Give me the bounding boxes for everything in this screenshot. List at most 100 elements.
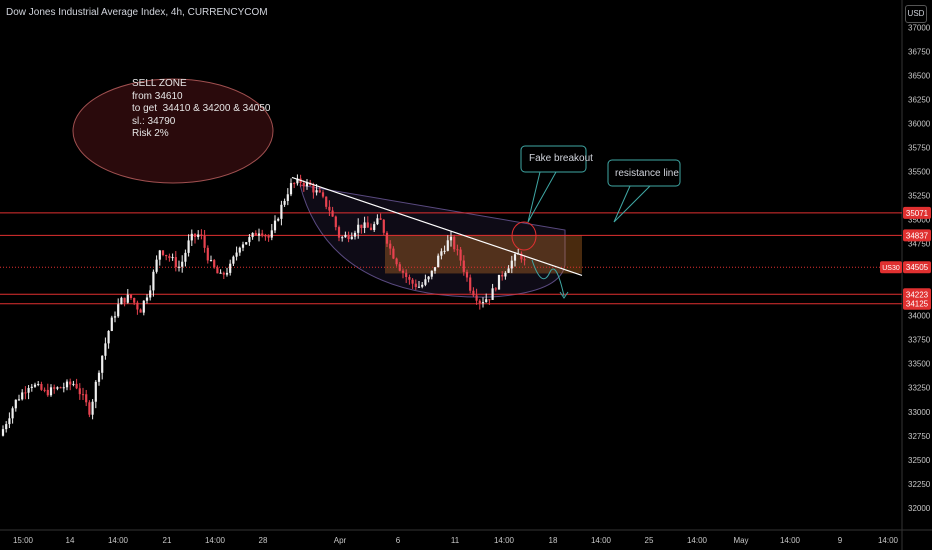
x-tick-label: 14:00 [687, 536, 708, 545]
level-tag [903, 206, 931, 219]
y-tick-label: 36500 [908, 72, 931, 81]
candle-body [219, 272, 222, 274]
candle-body [40, 383, 43, 390]
candle-body [5, 424, 8, 430]
candle-body [216, 267, 219, 274]
candle-body [245, 242, 248, 245]
y-tick-label: 35000 [908, 216, 931, 225]
candle-body [379, 218, 382, 220]
candle-body [453, 236, 456, 250]
candle-body [481, 302, 485, 304]
candle-body [75, 383, 78, 389]
candle-body [328, 206, 331, 211]
candle-body [120, 297, 123, 305]
candle-body [488, 299, 491, 301]
level-tag [903, 297, 931, 310]
candle-body [318, 190, 321, 193]
candle-body [107, 330, 110, 344]
candle-body [203, 235, 206, 248]
candle-body [197, 234, 200, 238]
resistance-box [607, 159, 681, 187]
candle-body [513, 254, 517, 261]
candle-body [158, 250, 161, 260]
candle-body [46, 389, 49, 396]
projection-path [531, 259, 565, 297]
candle-body [286, 194, 289, 201]
candle-body [443, 250, 446, 252]
candle-body [177, 266, 181, 268]
candle-body [485, 299, 488, 303]
y-tick-label: 32500 [908, 456, 931, 465]
candle-body [43, 389, 46, 391]
y-tick-label: 32250 [908, 480, 931, 489]
x-tick-label: 14:00 [878, 536, 899, 545]
candle-body [113, 316, 117, 318]
candle-body [184, 252, 187, 262]
y-tick-label: 34750 [908, 240, 931, 249]
candle-body [155, 259, 158, 272]
resistance-line-label: resistance line [615, 168, 679, 179]
candle-body [369, 227, 373, 230]
candle-body [296, 178, 299, 184]
candle-body [510, 260, 513, 269]
candle-body [264, 235, 267, 237]
candle-body [501, 274, 504, 277]
candle-body [405, 272, 408, 277]
candle-body [187, 240, 190, 253]
currency-badge[interactable]: USD [905, 5, 927, 23]
candle-body [235, 252, 238, 257]
y-tick-label: 36750 [908, 48, 931, 57]
candle-body [161, 250, 165, 255]
candle-body [225, 272, 229, 275]
candle-body [110, 317, 113, 331]
x-tick-label: 14:00 [780, 536, 801, 545]
candle-body [494, 288, 497, 290]
y-tick-label: 35500 [908, 168, 931, 177]
candle-body [133, 298, 136, 303]
y-tick-label: 33250 [908, 384, 931, 393]
candle-body [142, 300, 145, 313]
candle-body [389, 243, 392, 249]
candle-body [62, 387, 65, 389]
x-tick-label: 14:00 [591, 536, 612, 545]
candle-body [248, 237, 251, 243]
candle-body [312, 185, 315, 193]
candle-body [385, 232, 389, 244]
candle-body [27, 388, 30, 393]
chart-title: Dow Jones Industrial Average Index, 4h, … [6, 7, 268, 18]
candle-body [85, 394, 88, 403]
candle-body [241, 244, 245, 248]
candle-body [21, 392, 24, 400]
candle-body [267, 235, 270, 238]
candle-body [469, 277, 472, 291]
candle-body [24, 392, 27, 394]
candle-body [53, 387, 56, 389]
candle-body [206, 247, 209, 261]
candle-body [190, 233, 193, 241]
candle-body [69, 381, 72, 385]
candle-body [59, 387, 62, 389]
trend-line [291, 176, 583, 276]
sell-zone-line-8: Risk 2% [132, 128, 169, 139]
candle-body [411, 279, 414, 284]
x-tick-label: 18 [549, 536, 558, 545]
x-tick-label: 25 [645, 536, 654, 545]
y-tick-label: 35250 [908, 192, 931, 201]
x-tick-label: 15:00 [13, 536, 34, 545]
candle-body [126, 294, 129, 303]
candle-body [398, 264, 401, 271]
candle-body [305, 182, 309, 187]
candle-body [424, 279, 427, 285]
level-tag [903, 288, 931, 301]
candle-body [357, 224, 360, 233]
candle-body [33, 384, 37, 387]
candle-body [129, 294, 133, 299]
current-symbol-tag [880, 261, 902, 274]
resistance-pointer [613, 185, 651, 223]
candle-body [251, 232, 254, 238]
candle-body [14, 399, 17, 409]
candle-body [97, 372, 101, 382]
candle-body [1, 429, 5, 436]
candle-body [325, 196, 328, 207]
